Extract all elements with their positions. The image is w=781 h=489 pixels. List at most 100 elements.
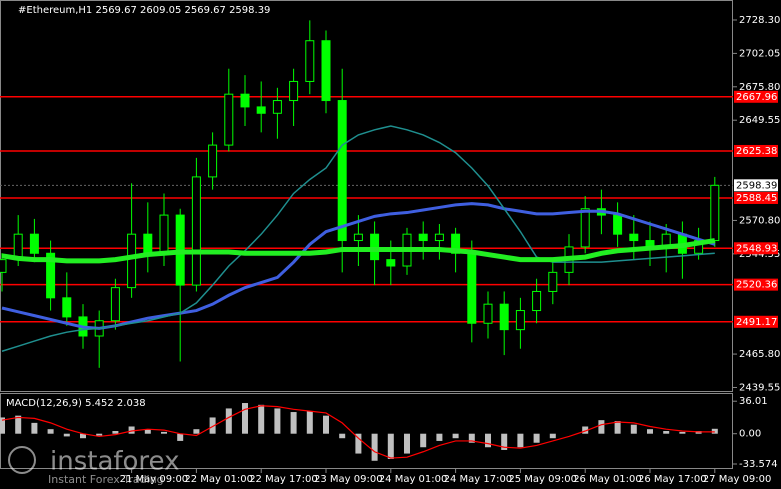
macd-signal — [1, 405, 715, 459]
x-tick-label: 27 May 09:00 — [703, 474, 772, 485]
macd-title: MACD(12,26,9) 5.452 2.038 — [6, 398, 146, 409]
macd-bar — [371, 433, 378, 461]
macd-bar — [436, 433, 443, 441]
candle-body — [370, 233, 380, 261]
level-label-box — [734, 242, 778, 255]
level-label-box — [734, 315, 778, 328]
macd-bar — [404, 433, 410, 454]
watermark-logo — [8, 446, 36, 474]
macd-bar — [63, 433, 70, 437]
level-label: 2491.17 — [736, 317, 777, 328]
candle-body — [483, 303, 493, 324]
candle-body — [62, 297, 72, 318]
candle-body — [191, 176, 201, 286]
macd-bar — [549, 433, 556, 439]
x-tick-label: 21 May 09:00 — [120, 474, 189, 485]
macd-bar — [47, 429, 54, 434]
macd-bar — [679, 431, 686, 434]
candle-body — [386, 259, 396, 267]
macd-bar — [468, 433, 475, 443]
candle-body — [548, 271, 558, 292]
macd-bar — [387, 433, 394, 459]
macd-bar — [258, 404, 265, 434]
watermark-brand: instaforex — [50, 447, 179, 477]
candle-body — [256, 106, 266, 114]
level-label-box — [734, 90, 778, 103]
macd-bar — [598, 420, 605, 434]
x-tick-label: 24 May 01:00 — [379, 474, 448, 485]
candle-body — [143, 233, 153, 254]
candle-body — [224, 93, 234, 146]
y-tick-label: 2544.55 — [739, 249, 780, 260]
level-label: 2588.45 — [736, 193, 777, 204]
macd-bar — [80, 433, 86, 439]
candle-body — [272, 100, 282, 114]
y-tick-label: 2649.55 — [739, 115, 780, 126]
y-tick-label: 2728.30 — [739, 15, 780, 26]
macd-bar — [96, 433, 103, 436]
candle-body — [110, 287, 120, 322]
last-price-box — [734, 179, 778, 192]
main-frame — [0, 0, 733, 392]
macd-bar — [355, 433, 362, 454]
x-tick-label: 23 May 09:00 — [314, 474, 383, 485]
macd-bar — [112, 431, 119, 434]
macd-bar — [663, 431, 670, 434]
macd-bar — [128, 426, 135, 434]
x-tick-label: 22 May 01:00 — [184, 474, 253, 485]
candle-body — [321, 40, 331, 102]
macd-bar — [209, 417, 216, 434]
candle-body — [629, 233, 639, 242]
level-label: 2520.36 — [736, 280, 777, 291]
y-tick-label: 2702.05 — [739, 48, 780, 59]
last-price-label: 2598.39 — [736, 180, 777, 191]
macd-bar — [193, 429, 200, 434]
x-tick-label: 26 May 01:00 — [573, 474, 642, 485]
macd-bar — [177, 433, 184, 441]
candle-body — [29, 233, 39, 254]
level-label-box — [734, 191, 778, 204]
macd-bar — [582, 426, 589, 434]
macd-bar — [452, 433, 459, 439]
macd-bar — [306, 411, 313, 434]
x-tick-label: 22 May 17:00 — [249, 474, 318, 485]
y-tick-label: 2465.80 — [739, 349, 780, 360]
macd-bar — [614, 421, 621, 434]
level-label-box — [734, 144, 778, 157]
candle-body — [240, 93, 250, 108]
macd-bar — [485, 433, 491, 448]
moving-average — [1, 125, 715, 352]
level-label: 2667.96 — [736, 92, 777, 103]
candle-body — [580, 208, 590, 248]
macd-bar — [339, 433, 346, 439]
macd-bar — [144, 429, 151, 434]
x-tick-label: 24 May 17:00 — [444, 474, 513, 485]
y-tick-label: -33.574 — [739, 459, 778, 470]
macd-bar — [225, 408, 232, 434]
macd-bar — [15, 415, 22, 434]
macd-bar — [647, 429, 653, 434]
candle-body — [418, 233, 428, 242]
macd-bar — [501, 433, 508, 450]
candle-body — [46, 252, 56, 299]
x-tick-label: 25 May 09:00 — [508, 474, 577, 485]
level-label-box — [734, 278, 778, 291]
candle-body — [159, 214, 169, 254]
candle-body — [353, 233, 363, 242]
candle-body — [515, 310, 525, 331]
y-tick-label: 36.01 — [739, 396, 768, 407]
candle-body — [305, 40, 315, 82]
candle-body — [451, 233, 461, 254]
level-label: 2548.93 — [736, 243, 777, 254]
macd-bar — [420, 433, 427, 448]
candle-body — [127, 233, 137, 289]
candle-body — [289, 80, 299, 102]
macd-bar — [161, 431, 167, 434]
macd-bar — [711, 428, 718, 434]
macd-bar — [0, 417, 5, 434]
macd-bar — [533, 433, 540, 443]
candle-body — [499, 303, 509, 331]
candle-body — [710, 184, 720, 242]
macd-bar — [323, 415, 329, 434]
